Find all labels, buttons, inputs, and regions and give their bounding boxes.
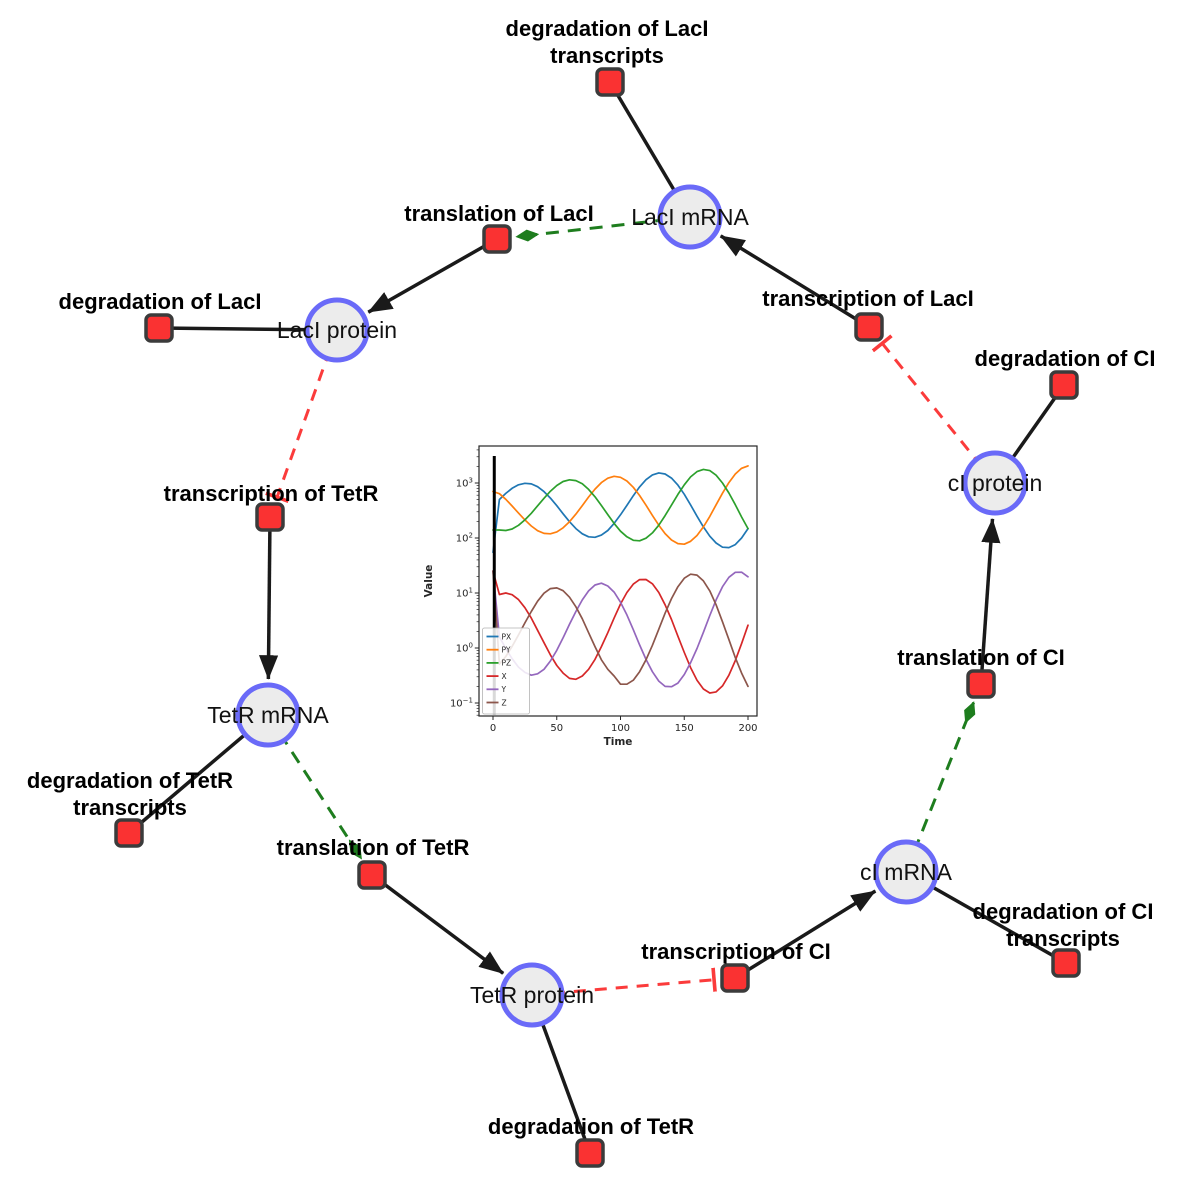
reaction-label-line: degradation of TetR — [488, 1114, 694, 1139]
reaction-node-transl_laci — [482, 224, 512, 254]
reaction-node-transc_ci — [720, 963, 750, 993]
nodes-layer — [114, 67, 1081, 1168]
reaction-node-transl_tetr — [357, 860, 387, 890]
reaction-label-transl_laci: translation of LacI — [404, 201, 593, 226]
reaction-label-line: transcription of LacI — [762, 286, 973, 311]
y-tick-exponent: 1 — [469, 587, 473, 595]
species-node-ci_mrna — [873, 839, 939, 905]
series-line-PY — [492, 465, 749, 546]
species-node-ci_protein — [962, 450, 1028, 516]
reaction-node-deg_ci_tx — [1051, 948, 1081, 978]
species-label-ci_protein: cI protein — [948, 470, 1043, 496]
reaction-label-transl_tetr: translation of TetR — [277, 835, 470, 860]
legend-label-PZ: PZ — [502, 659, 512, 668]
y-tick-exponent: 2 — [469, 532, 473, 540]
edge-arrow-transc_ci-to-ci_mrna — [734, 889, 877, 980]
x-tick-label: 100 — [611, 723, 630, 734]
legend-label-PY: PY — [502, 646, 511, 655]
x-axis-title: Time — [604, 736, 633, 748]
reaction-label-line: degradation of LacI — [59, 289, 262, 314]
labels-layer: LacI mRNA LacI protein TetR mRNA TetR prote… — [27, 16, 1156, 1139]
edge-arrow-transl_laci-to-laci_protein — [367, 237, 498, 314]
edge-arrow-transl_ci-to-ci_protein — [979, 518, 1001, 685]
plot-frame — [478, 445, 758, 717]
reaction-node-deg_laci_tx — [595, 67, 625, 97]
reaction-node-transl_ci — [966, 669, 996, 699]
reaction-node-transc_tetr — [255, 502, 285, 532]
species-label-tetr_protein: TetR protein — [470, 982, 594, 1008]
reaction-label-deg_laci: degradation of LacI — [59, 289, 262, 314]
reaction-label-transc_ci: transcription of CI — [641, 939, 830, 964]
y-tick-label: 103 — [456, 477, 473, 490]
species-node-tetr_mrna — [235, 682, 301, 748]
y-tick-base: 10 — [456, 644, 469, 655]
reaction-label-line: transcripts — [550, 43, 664, 68]
reaction-label-deg_ci: degradation of CI — [975, 346, 1156, 371]
reaction-label-line: translation of TetR — [277, 835, 470, 860]
edge-arrow-transc_laci-to-laci_mrna — [719, 234, 870, 329]
legend-label-Y: Y — [501, 685, 507, 694]
reaction-label-line: translation of LacI — [404, 201, 593, 226]
species-label-tetr_mrna: TetR mRNA — [207, 702, 329, 728]
reaction-label-line: transcripts — [73, 795, 187, 820]
reaction-label-line: translation of CI — [897, 645, 1064, 670]
y-axis-title: Value — [423, 565, 435, 598]
series-line-Y — [492, 570, 749, 688]
legend-label-Z: Z — [502, 698, 507, 707]
reaction-node-deg_laci — [144, 313, 174, 343]
series-line-Z — [492, 570, 749, 688]
y-tick-exponent: 3 — [469, 477, 473, 485]
species-node-tetr_protein — [499, 962, 565, 1028]
reaction-label-transc_tetr: transcription of TetR — [164, 481, 379, 506]
reaction-label-transl_ci: translation of CI — [897, 645, 1064, 670]
reaction-label-line: degradation of TetR — [27, 768, 233, 793]
reaction-label-line: degradation of CI — [975, 346, 1156, 371]
legend-label-PX: PX — [502, 632, 512, 641]
reaction-label-deg_tetr_tx: degradation of TetR transcripts — [27, 768, 233, 820]
species-node-laci_protein — [304, 297, 370, 363]
x-tick-label: 150 — [675, 723, 694, 734]
y-tick-exponent: 0 — [469, 642, 473, 650]
reaction-label-deg_laci_tx: degradation of LacI transcripts — [506, 16, 709, 68]
y-tick-base: 10 — [456, 589, 469, 600]
reaction-label-line: transcripts — [1006, 926, 1120, 951]
reaction-label-line: transcription of TetR — [164, 481, 379, 506]
reaction-label-line: degradation of CI — [973, 899, 1154, 924]
series-line-PX — [492, 472, 749, 554]
species-node-laci_mrna — [657, 184, 723, 250]
species-label-laci_protein: LacI protein — [277, 317, 397, 343]
x-tick-label: 50 — [550, 723, 563, 734]
y-tick-label: 101 — [456, 587, 473, 600]
y-tick-label: 102 — [456, 532, 473, 545]
species-label-laci_mrna: LacI mRNA — [631, 204, 749, 230]
reaction-node-deg_ci — [1049, 370, 1079, 400]
edge-arrow-transl_tetr-to-tetr_protein — [370, 873, 505, 975]
y-tick-label: 10−1 — [450, 697, 473, 710]
reaction-node-deg_tetr_tx — [114, 818, 144, 848]
legend-label-X: X — [502, 672, 507, 681]
reaction-label-line: transcription of CI — [641, 939, 830, 964]
y-tick-label: 100 — [456, 642, 473, 655]
y-tick-exponent: −1 — [463, 697, 473, 705]
edge-arrow-transc_tetr-to-tetr_mrna — [258, 516, 279, 680]
reaction-label-line: degradation of LacI — [506, 16, 709, 41]
reaction-label-deg_ci_tx: degradation of CI transcripts — [973, 899, 1154, 951]
x-tick-label: 200 — [738, 723, 757, 734]
reaction-label-transc_laci: transcription of LacI — [762, 286, 973, 311]
y-tick-base: 10 — [456, 479, 469, 490]
series-line-PZ — [492, 468, 749, 542]
reaction-label-deg_tetr: degradation of TetR — [488, 1114, 694, 1139]
y-tick-base: 10 — [456, 534, 469, 545]
species-label-ci_mrna: cI mRNA — [860, 859, 953, 885]
reaction-node-transc_laci — [854, 312, 884, 342]
reaction-node-deg_tetr — [575, 1138, 605, 1168]
x-tick-label: 0 — [490, 723, 496, 734]
y-tick-base: 10 — [450, 699, 463, 710]
